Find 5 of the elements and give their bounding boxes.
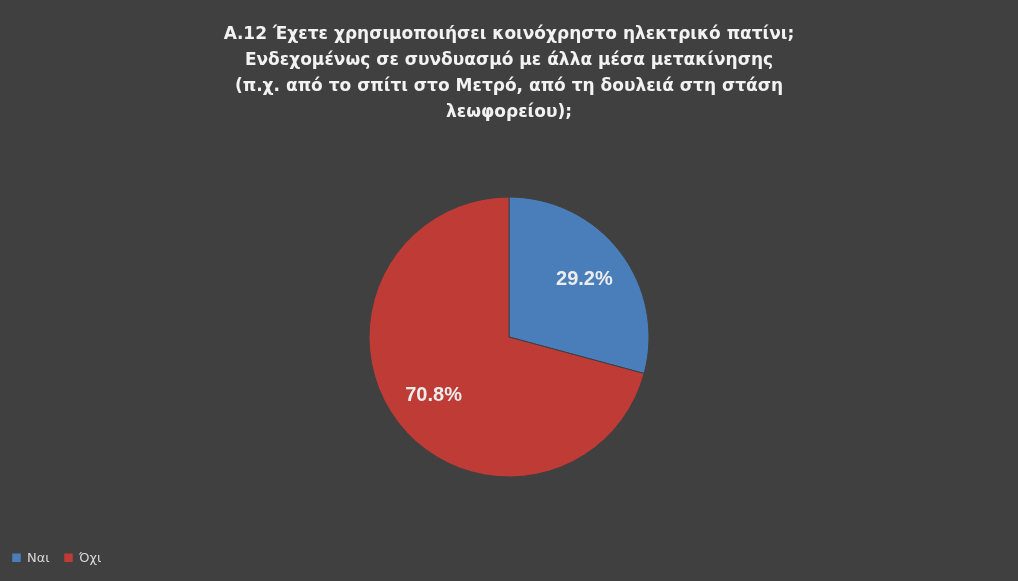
data-label: 70.8%	[405, 382, 463, 405]
legend-label: Ναι	[27, 549, 50, 565]
legend-label: Όχι	[78, 549, 102, 565]
data-label: 29.2%	[556, 267, 613, 290]
chart-title: Α.12 Έχετε χρησιμοποιήσει κοινόχρηστο ηλεκτρικό πατίνι; Ενδεχομένως σε συνδυασμό με άλλα μέσα μετακίνησης (π.χ. από το σπίτι στο Μετρό, από τη δουλειά στη στάση λεωφορείου);	[223, 23, 795, 121]
